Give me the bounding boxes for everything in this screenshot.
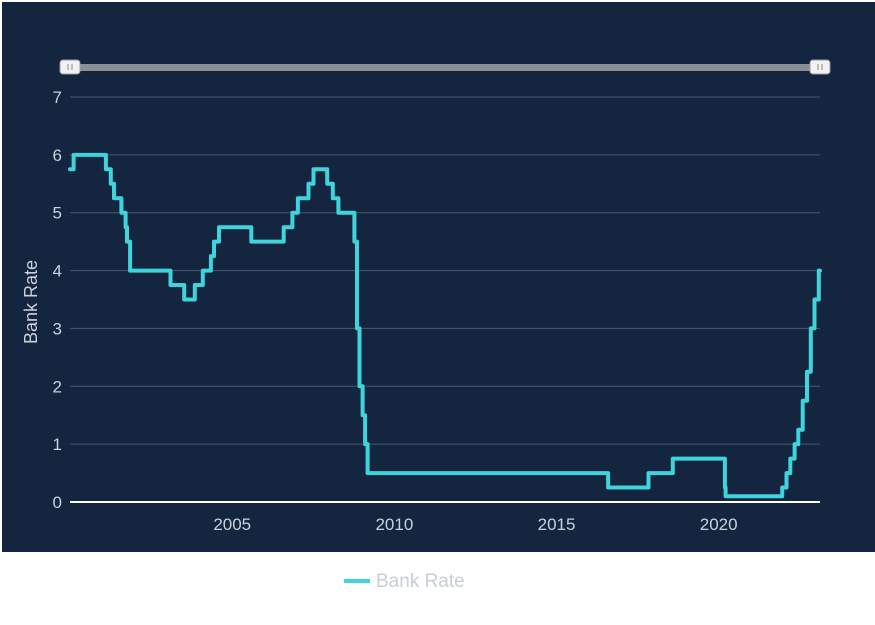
legend[interactable]: Bank Rate xyxy=(344,571,465,592)
y-tick-label: 0 xyxy=(53,493,62,512)
y-tick-label: 1 xyxy=(53,435,62,454)
grid-lines xyxy=(70,96,820,503)
y-axis-ticks: 0 1 2 3 4 5 6 7 xyxy=(53,88,62,512)
range-slider-track[interactable] xyxy=(70,64,820,71)
x-tick-label: 2020 xyxy=(700,515,738,534)
y-tick-label: 6 xyxy=(53,146,62,165)
x-axis-ticks: 2005 2010 2015 2020 xyxy=(213,515,737,534)
series-line-bank-rate xyxy=(68,152,822,499)
y-tick-label: 7 xyxy=(53,88,62,107)
y-tick-label: 5 xyxy=(53,204,62,223)
y-tick-label: 4 xyxy=(53,262,62,281)
series-layer xyxy=(68,152,822,499)
range-slider-start-handle[interactable] xyxy=(59,59,81,75)
handle-body[interactable] xyxy=(809,59,831,75)
x-tick-label: 2010 xyxy=(375,515,413,534)
chart-panel xyxy=(2,2,875,552)
y-tick-label: 2 xyxy=(53,377,62,396)
x-tick-label: 2005 xyxy=(213,515,251,534)
y-axis-title: Bank Rate xyxy=(21,260,41,344)
legend-label: Bank Rate xyxy=(376,571,465,592)
handle-body[interactable] xyxy=(59,59,81,75)
range-slider[interactable] xyxy=(59,59,831,75)
y-tick-label: 3 xyxy=(53,319,62,338)
x-tick-label: 2015 xyxy=(538,515,576,534)
range-slider-end-handle[interactable] xyxy=(809,59,831,75)
